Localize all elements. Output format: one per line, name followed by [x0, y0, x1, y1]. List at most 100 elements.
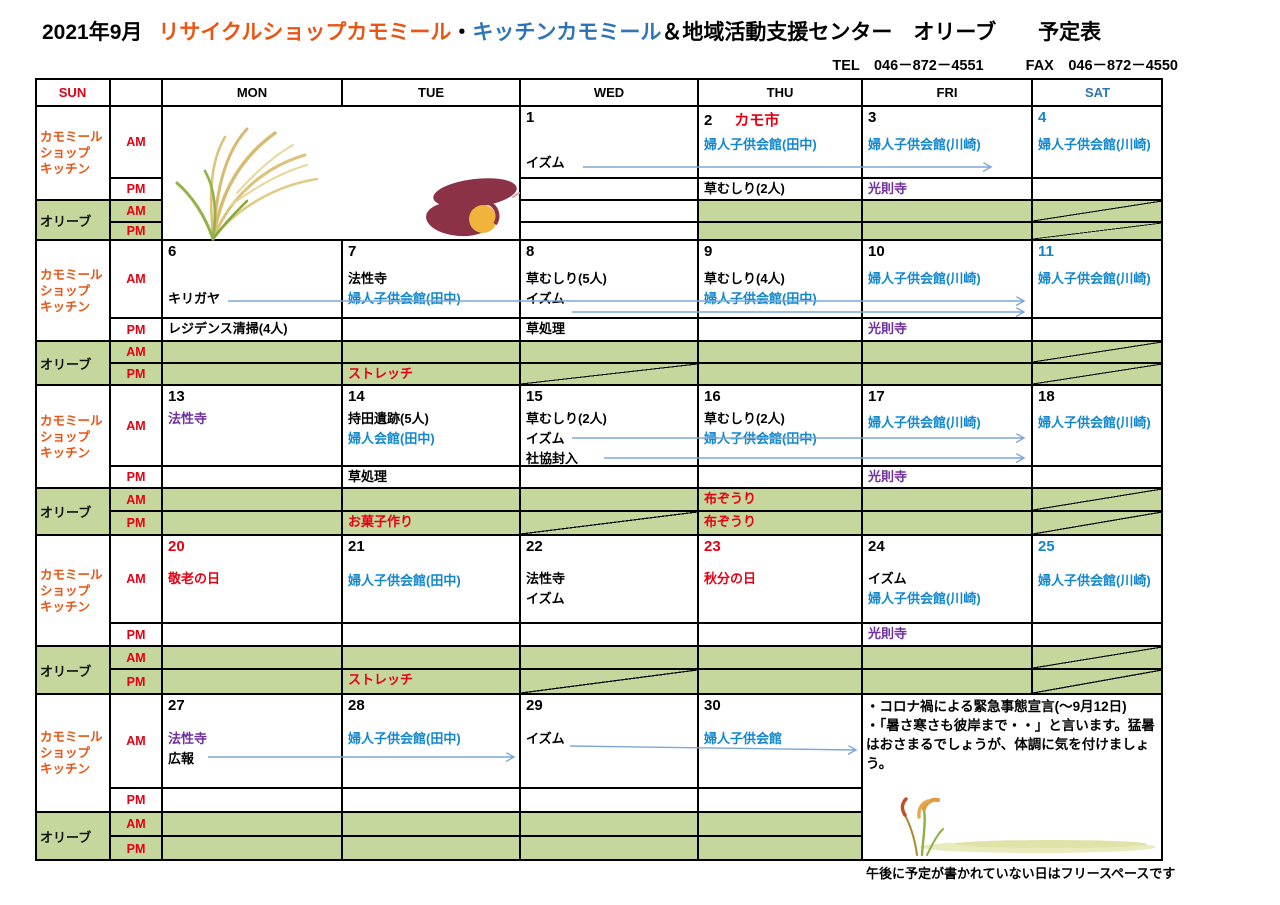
olive-row-label: オリーブ — [35, 488, 110, 535]
day-cell-4-pm — [1032, 178, 1163, 200]
day-cell-13-pm — [162, 466, 342, 488]
schedule-entry: イズム — [526, 155, 565, 170]
date-label: 10 — [868, 243, 885, 260]
date-label: 4 — [1038, 109, 1047, 126]
olive-cell-27-gam — [162, 812, 342, 836]
schedule-entry: 法性寺 — [348, 271, 388, 286]
schedule-entry: 婦人子供会館(川崎) — [1038, 415, 1151, 430]
shop-am-row-label: AM — [110, 535, 162, 623]
olive-row-label: オリーブ — [35, 341, 110, 385]
olive-cell-7-gpm: ストレッチ — [342, 363, 520, 385]
tel-number: TEL 046－872－4551 — [832, 58, 984, 74]
date-label: 27 — [168, 697, 185, 714]
am-entries: 婦人子供会館(川崎) — [1038, 413, 1161, 433]
day-cell-10-am: 10 婦人子供会館(川崎) — [862, 240, 1032, 318]
olive-cell-13-gam — [162, 488, 342, 511]
weekday-header-fri: FRI — [862, 78, 1032, 106]
shop-am-row-label: AM — [110, 385, 162, 466]
olive-cell-15-gam — [520, 488, 698, 511]
kamomile-label-line: ショップ — [40, 429, 91, 444]
am-entries: 法性寺 イズム — [526, 569, 696, 609]
schedule-entry: 婦人子供会館(田中) — [704, 137, 817, 152]
schedule-entry: 婦人子供会館(田中) — [348, 573, 461, 588]
schedule-entry: 草むしり(5人) — [526, 271, 607, 286]
day-cell-3-am: 3 婦人子供会館(川崎) — [862, 106, 1032, 178]
am-entries: 婦人子供会館(川崎) — [1038, 269, 1161, 289]
schedule-entry: 婦人子供会館(川崎) — [1038, 271, 1151, 286]
day-cell-29-pm — [520, 788, 698, 812]
schedule-entry: 婦人子供会館(川崎) — [868, 271, 981, 286]
olive-cell-28-gam — [342, 812, 520, 836]
schedule-entry: 社協封入 — [526, 451, 579, 466]
am-entries: 婦人子供会館(川崎) — [1038, 571, 1161, 591]
date-label: 2 カモ市 — [704, 112, 780, 129]
schedule-entry: 持田遺跡(5人) — [348, 411, 429, 426]
day-cell-17-am: 17 婦人子供会館(川崎) — [862, 385, 1032, 466]
olive-cell-15-gpm-crossed-out — [520, 511, 698, 535]
olive-cell-11-gam-crossed-out — [1032, 341, 1163, 363]
schedule-entry: 婦人子供会館(川崎) — [868, 415, 981, 430]
schedule-entry: レジデンス清掃(4人) — [168, 321, 288, 336]
day-cell-7-pm — [342, 318, 520, 341]
olive-row-label: オリーブ — [35, 200, 110, 240]
sweet-potato-illustration — [425, 175, 521, 241]
schedule-entry: 婦人子供会館(田中) — [704, 431, 817, 446]
am-entries: 草むしり(2人) イズム 社協封入 — [526, 409, 696, 469]
weekday-header-spacer — [110, 78, 162, 106]
olive-cell-30-gpm — [698, 836, 862, 861]
kamomile-label-line: カモミール — [40, 730, 103, 744]
shop-pm-row-label: PM — [110, 788, 162, 812]
schedule-entry: お菓子作り — [348, 514, 414, 529]
date-label: 17 — [868, 388, 885, 405]
schedule-entry: ストレッチ — [348, 366, 414, 381]
title-separator: ・ — [451, 21, 473, 44]
schedule-entry: キリガヤ — [168, 291, 221, 306]
day-cell-11-am: 11 婦人子供会館(川崎) — [1032, 240, 1163, 318]
date-badge: カモ市 — [734, 112, 780, 129]
day-cell-14-pm: 草処理 — [342, 466, 520, 488]
kamomile-row-label: カモミール ショップ キッチン — [35, 694, 110, 812]
title-rest: ＆地域活動支援センター オリーブ 予定表 — [661, 21, 1102, 44]
am-entries: 法性寺 — [168, 409, 340, 429]
schedule-entry: 草処理 — [348, 469, 388, 484]
olive-cell-14-gpm: お菓子作り — [342, 511, 520, 535]
day-cell-20-am: 20 敬老の日 — [162, 535, 342, 623]
footer-note: 午後に予定が書かれていない日はフリースペースです — [866, 866, 1176, 881]
date-label: 23 — [704, 538, 721, 555]
day-cell-30-pm — [698, 788, 862, 812]
day-cell-29-am: 29 イズム — [520, 694, 698, 788]
day-cell-6-am: 6 キリガヤ — [162, 240, 342, 318]
am-entries: 婦人子供会館(田中) — [348, 571, 518, 591]
weekday-header-mon: MON — [162, 78, 342, 106]
olive-cell-14-gam — [342, 488, 520, 511]
shop-pm-row-label: PM — [110, 623, 162, 646]
kamomile-label-line: ショップ — [40, 146, 91, 160]
olive-cell-21-gpm: ストレッチ — [342, 669, 520, 694]
day-cell-28-pm — [342, 788, 520, 812]
day-cell-14-am: 14 持田遺跡(5人) 婦人会館(田中) — [342, 385, 520, 466]
title-shop-name: リサイクルショップカモミール — [158, 21, 452, 44]
day-cell-1-am: 1 イズム — [520, 106, 698, 178]
kamomile-label-line: カモミール — [40, 413, 103, 428]
kamomile-row-label: カモミール ショップ キッチン — [35, 240, 110, 341]
olive-cell-24-gam — [862, 646, 1032, 669]
note-line: ・「暑さ寒さも彼岸まで・・」と言います。猛暑はおさまるでしょうが、体調に気を付け… — [866, 718, 1155, 771]
susuki-grass-illustration — [167, 113, 339, 241]
olive-cell-18-gpm-crossed-out — [1032, 511, 1163, 535]
olive-cell-13-gpm — [162, 511, 342, 535]
note-text: ・コロナ禍による緊急事態宣言(～9月12日) ・「暑さ寒さも彼岸まで・・」と言いま… — [866, 697, 1159, 773]
day-cell-25-pm — [1032, 623, 1163, 646]
shop-am-row-label: AM — [110, 106, 162, 178]
olive-cell-6-gpm — [162, 363, 342, 385]
am-entries: 婦人子供会館(田中) — [704, 135, 860, 155]
olive-cell-25-gpm-crossed-out — [1032, 669, 1163, 694]
schedule-entry: 法性寺 — [168, 411, 208, 426]
date-label: 9 — [704, 243, 713, 260]
am-entries: 婦人子供会館(川崎) — [868, 413, 1030, 433]
date-label: 16 — [704, 388, 721, 405]
olive-cell-28-gpm — [342, 836, 520, 861]
am-entries: 持田遺跡(5人) 婦人会館(田中) — [348, 409, 518, 449]
am-entries: 婦人子供会館(川崎) — [868, 135, 1030, 155]
schedule-entry: 法性寺 — [526, 571, 566, 586]
date-label: 3 — [868, 109, 877, 126]
